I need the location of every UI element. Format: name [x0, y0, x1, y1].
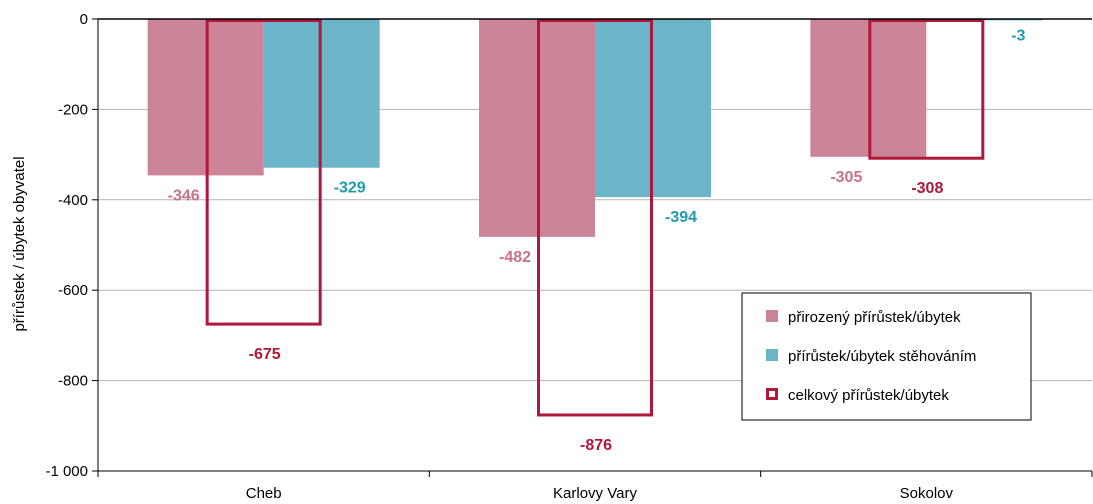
data-label-total: -308	[911, 180, 943, 197]
y-tick-label: -800	[58, 373, 88, 390]
y-tick-label: -200	[58, 101, 88, 118]
y-tick-label: -600	[58, 282, 88, 299]
data-label-migration: -329	[334, 180, 366, 197]
legend-swatch	[766, 349, 778, 361]
bars	[147, 19, 1043, 417]
legend-swatch	[766, 310, 778, 322]
data-label-migration: -394	[665, 209, 697, 226]
data-label-total: -876	[580, 437, 612, 454]
legend-label: přírůstek/úbytek stěhováním	[788, 348, 976, 365]
legend-label: přirozený přírůstek/úbytek	[788, 309, 961, 326]
x-category-label: Karlovy Vary	[553, 485, 637, 502]
data-label-total: -675	[249, 346, 281, 363]
x-axis: Cheb Karlovy Vary Sokolov	[97, 18, 1093, 502]
y-tick-label: -400	[58, 192, 88, 209]
data-label-natural: -482	[499, 249, 531, 266]
x-category-label: Sokolov	[900, 485, 954, 502]
bar-total	[205, 19, 322, 326]
bar-total	[868, 19, 985, 160]
data-labels: -346 -329 -675 -482 -394 -876 -305 -3 -308	[168, 27, 1026, 454]
y-axis: 0 -200 -400 -600 -800 -1 000	[45, 11, 99, 480]
data-label-natural: -305	[830, 169, 862, 186]
legend-label: celkový přírůstek/úbytek	[788, 387, 949, 404]
legend: přirozený přírůstek/úbytek přírůstek/úbyt…	[741, 292, 1032, 421]
y-tick-label: -1 000	[45, 463, 88, 480]
legend-box	[741, 292, 1032, 421]
legend-swatch	[766, 388, 778, 400]
data-label-migration: -3	[1011, 27, 1025, 44]
y-axis-title: přírůstek / úbytek obyvatel	[11, 156, 28, 331]
bar-total	[537, 19, 653, 417]
y-tick-label: 0	[80, 11, 88, 28]
data-label-natural: -346	[168, 187, 200, 204]
x-category-label: Cheb	[246, 485, 282, 502]
